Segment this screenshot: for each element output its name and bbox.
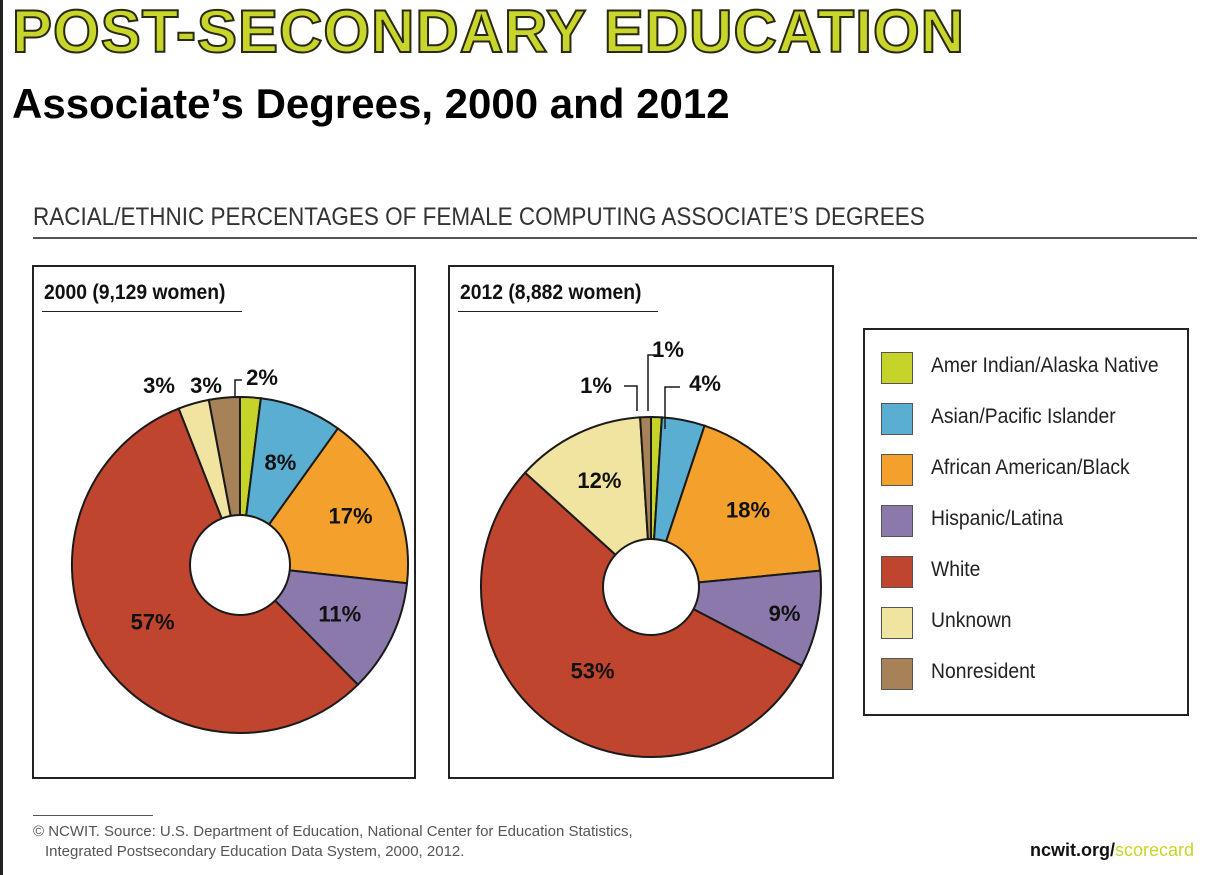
site-link-main: ncwit.org/: [1029, 840, 1115, 860]
pie-slice-unknown: [523, 416, 653, 590]
data-label: 2%: [246, 365, 278, 390]
chart-panel-2000: 2000 (9,129 women) 2% 8% 17% 11% 57% 3% 3%: [32, 265, 416, 779]
legend-swatch: [881, 352, 913, 384]
legend-label: Unknown: [931, 609, 1012, 632]
source-line: Integrated Postsecondary Education Data …: [45, 843, 465, 860]
data-label: 12%: [577, 468, 621, 493]
source-citation: © NCWIT. Source: U.S. Department of Educ…: [33, 822, 633, 862]
data-label: 1%: [652, 337, 684, 362]
site-link[interactable]: ncwit.org/scorecard: [1030, 840, 1194, 861]
data-label: 11%: [318, 601, 361, 626]
legend-label: Hispanic/Latina: [931, 507, 1064, 530]
data-label: 57%: [131, 610, 175, 635]
legend-swatch: [881, 403, 913, 435]
site-link-accent: scorecard: [1114, 840, 1194, 860]
data-label: 1%: [580, 373, 612, 398]
legend-swatch: [881, 454, 913, 486]
data-label: 17%: [328, 504, 372, 529]
legend-label: Asian/Pacific Islander: [931, 405, 1116, 428]
legend-label: Amer Indian/Alaska Native: [931, 354, 1159, 377]
banner-title: POST-SECONDARY EDUCATION: [11, 0, 965, 65]
page-subtitle: Associate’s Degrees, 2000 and 2012: [12, 80, 730, 127]
data-label: 3%: [143, 373, 175, 398]
legend-label: Nonresident: [931, 660, 1036, 683]
legend-swatch: [881, 556, 913, 588]
left-frame-border: [0, 0, 3, 875]
data-label: 18%: [726, 498, 770, 523]
data-label: 3%: [190, 373, 222, 398]
data-label: 4%: [689, 371, 721, 396]
legend-swatch: [881, 658, 913, 690]
legend-swatch: [881, 505, 913, 537]
donut-chart-2012: 1%4%18%9%53%12%1%: [480, 337, 822, 758]
data-label: 9%: [769, 601, 801, 626]
label-leader-line: [647, 354, 658, 411]
donut-hole: [189, 514, 291, 616]
label-leader-line: [664, 386, 680, 429]
chart-title-2000: 2000 (9,129 women): [44, 281, 226, 304]
donut-chart-2000: 2% 8% 17% 11% 57% 3% 3%: [70, 365, 409, 734]
section-divider: [33, 237, 1197, 239]
footer-divider: [33, 815, 153, 816]
section-heading: RACIAL/ETHNIC PERCENTAGES OF FEMALE COMP…: [33, 203, 925, 231]
label-leader-line: [624, 385, 638, 411]
pie-slice-hispanic-latina: [237, 563, 409, 687]
chart-title-underline: [42, 311, 242, 312]
legend-label: White: [931, 558, 981, 581]
chart-title-2012: 2012 (8,882 women): [460, 281, 642, 304]
data-label: 8%: [265, 450, 297, 475]
donut-hole: [602, 538, 700, 636]
chart-panel-2012: 2012 (8,882 women) 1% 4% 18% 9% 53% 12% 1%: [448, 265, 834, 779]
source-line: © NCWIT. Source: U.S. Department of Educ…: [33, 823, 633, 840]
pie-slice-african-american-black: [649, 424, 822, 589]
legend-label: African American/Black: [931, 456, 1130, 479]
data-label: 53%: [571, 659, 615, 684]
chart-legend: Amer Indian/Alaska Native Asian/Pacific …: [863, 328, 1189, 716]
chart-title-underline: [458, 311, 658, 312]
legend-swatch: [881, 607, 913, 639]
